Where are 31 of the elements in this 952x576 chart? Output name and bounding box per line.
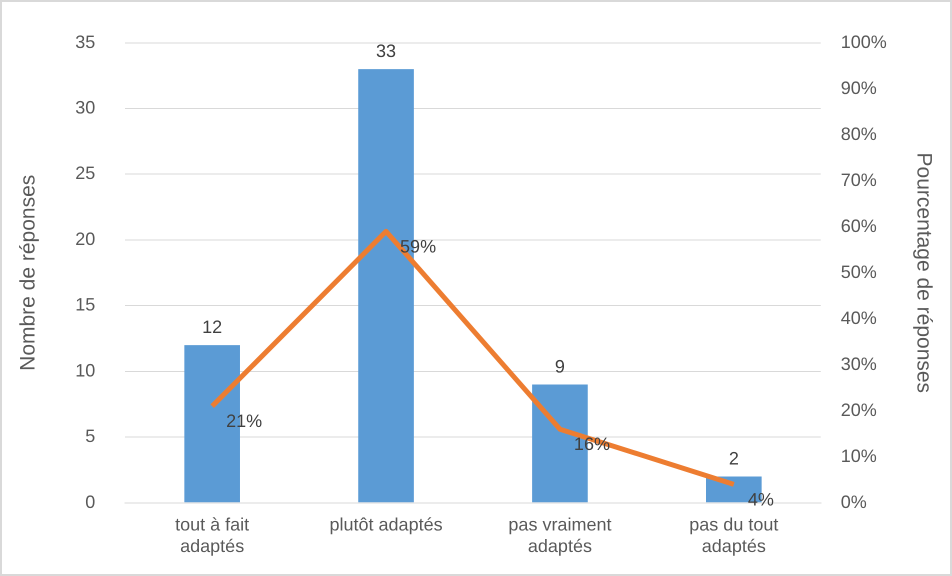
y-tick-label: 25 (75, 163, 96, 184)
x-tick-label: plutôt adaptés (330, 514, 443, 535)
y2-tick-label: 100% (840, 32, 887, 52)
x-tick-label: pas du tout adaptés (689, 514, 778, 556)
y-tick-label: 0 (85, 492, 96, 512)
data-label: 12 (202, 317, 222, 338)
data-label: 16% (574, 434, 610, 454)
y2-tick-label: 20% (840, 400, 877, 420)
y-tick-label: 5 (85, 426, 96, 446)
data-label: 9 (554, 356, 565, 376)
y2-tick-label: 30% (840, 354, 877, 374)
x-tick-label: tout à fait adaptés (175, 514, 250, 556)
data-label: 4% (748, 489, 774, 510)
y-tick-label: 35 (75, 32, 96, 52)
y2-tick-label: 10% (840, 446, 877, 466)
y-tick-label: 20 (75, 228, 96, 249)
y2-tick-label: 80% (840, 124, 877, 144)
y-tick-label: 30 (75, 97, 96, 118)
y2-tick-label: 60% (840, 216, 877, 236)
data-label: 33 (376, 41, 396, 62)
y2-tick-label: 40% (840, 308, 877, 328)
y2-axis-title: Pourcentage de réponses (912, 152, 936, 394)
y-tick-label: 10 (75, 360, 96, 380)
y-tick-label: 15 (75, 294, 96, 315)
y2-tick-label: 70% (840, 170, 877, 190)
data-label: 2 (728, 448, 739, 468)
y2-tick-label: 50% (840, 262, 877, 282)
y2-tick-label: 0% (840, 492, 867, 512)
x-tick-label: pas vraiment adaptés (508, 514, 612, 556)
y2-tick-label: 90% (840, 78, 877, 98)
y-axis-title: Nombre de réponses (16, 174, 40, 371)
